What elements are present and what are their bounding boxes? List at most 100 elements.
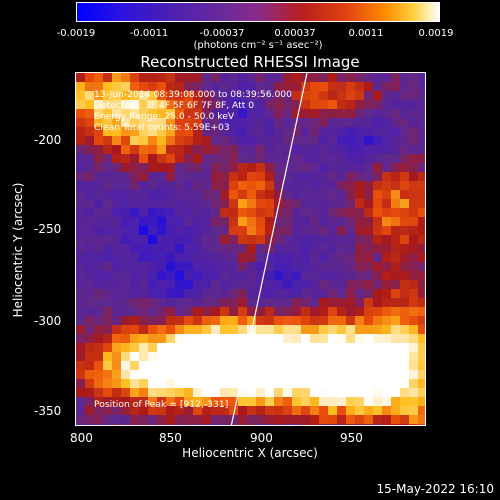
map-pixel — [355, 253, 364, 262]
map-pixel — [346, 145, 355, 154]
map-pixel — [202, 217, 211, 226]
map-pixel — [337, 424, 346, 425]
map-pixel — [256, 163, 265, 172]
map-pixel — [247, 100, 256, 109]
map-pixel — [382, 334, 391, 343]
map-pixel — [220, 199, 229, 208]
map-pixel — [337, 271, 346, 280]
map-pixel — [148, 172, 157, 181]
map-pixel — [211, 163, 220, 172]
map-pixel — [355, 334, 364, 343]
map-pixel — [310, 298, 319, 307]
map-pixel — [175, 388, 184, 397]
map-pixel — [211, 271, 220, 280]
map-pixel — [265, 226, 274, 235]
map-pixel — [202, 325, 211, 334]
map-pixel — [292, 370, 301, 379]
map-pixel — [85, 208, 94, 217]
map-pixel — [328, 415, 337, 424]
map-pixel — [400, 397, 409, 406]
map-pixel — [364, 181, 373, 190]
map-pixel — [274, 379, 283, 388]
map-pixel — [382, 307, 391, 316]
timestamp: 15-May-2022 16:10 — [376, 482, 494, 496]
map-pixel — [148, 217, 157, 226]
map-pixel — [148, 289, 157, 298]
map-pixel — [409, 217, 418, 226]
map-pixel — [112, 100, 121, 109]
map-pixel — [337, 334, 346, 343]
map-pixel — [256, 190, 265, 199]
map-pixel — [103, 136, 112, 145]
map-pixel — [85, 316, 94, 325]
map-pixel — [157, 388, 166, 397]
map-pixel — [130, 109, 139, 118]
map-pixel — [229, 226, 238, 235]
map-pixel — [148, 73, 157, 82]
map-pixel — [301, 244, 310, 253]
map-pixel — [157, 208, 166, 217]
map-pixel — [175, 226, 184, 235]
map-pixel — [337, 289, 346, 298]
map-pixel — [355, 379, 364, 388]
map-pixel — [355, 343, 364, 352]
map-pixel — [229, 208, 238, 217]
map-pixel — [274, 370, 283, 379]
map-pixel — [283, 163, 292, 172]
map-pixel — [103, 424, 112, 425]
map-pixel — [310, 289, 319, 298]
map-pixel — [202, 100, 211, 109]
map-pixel — [121, 82, 130, 91]
map-pixel — [166, 118, 175, 127]
map-pixel — [310, 118, 319, 127]
map-pixel — [85, 280, 94, 289]
map-pixel — [193, 316, 202, 325]
intensity-map — [76, 73, 425, 425]
map-pixel — [292, 271, 301, 280]
map-pixel — [310, 334, 319, 343]
map-pixel — [130, 190, 139, 199]
map-pixel — [220, 172, 229, 181]
map-pixel — [337, 316, 346, 325]
map-pixel — [400, 244, 409, 253]
map-pixel — [94, 244, 103, 253]
map-pixel — [292, 289, 301, 298]
map-pixel — [382, 199, 391, 208]
map-pixel — [301, 424, 310, 425]
map-pixel — [364, 262, 373, 271]
map-pixel — [409, 361, 418, 370]
map-pixel — [166, 271, 175, 280]
map-pixel — [193, 145, 202, 154]
map-pixel — [391, 262, 400, 271]
map-pixel — [247, 415, 256, 424]
map-pixel — [76, 226, 85, 235]
map-pixel — [148, 244, 157, 253]
map-pixel — [355, 361, 364, 370]
map-pixel — [283, 379, 292, 388]
map-pixel — [364, 406, 373, 415]
map-pixel — [283, 235, 292, 244]
map-pixel — [166, 316, 175, 325]
map-pixel — [229, 280, 238, 289]
map-pixel — [76, 109, 85, 118]
map-pixel — [301, 235, 310, 244]
map-pixel — [400, 334, 409, 343]
map-pixel — [283, 91, 292, 100]
map-pixel — [364, 226, 373, 235]
map-pixel — [355, 244, 364, 253]
map-pixel — [229, 190, 238, 199]
map-pixel — [175, 145, 184, 154]
map-pixel — [382, 262, 391, 271]
map-pixel — [166, 199, 175, 208]
map-pixel — [319, 343, 328, 352]
map-pixel — [139, 226, 148, 235]
map-pixel — [211, 208, 220, 217]
map-pixel — [76, 397, 85, 406]
map-pixel — [112, 325, 121, 334]
map-pixel — [193, 127, 202, 136]
map-pixel — [130, 127, 139, 136]
map-pixel — [382, 91, 391, 100]
map-pixel — [229, 388, 238, 397]
map-pixel — [94, 172, 103, 181]
map-pixel — [292, 109, 301, 118]
